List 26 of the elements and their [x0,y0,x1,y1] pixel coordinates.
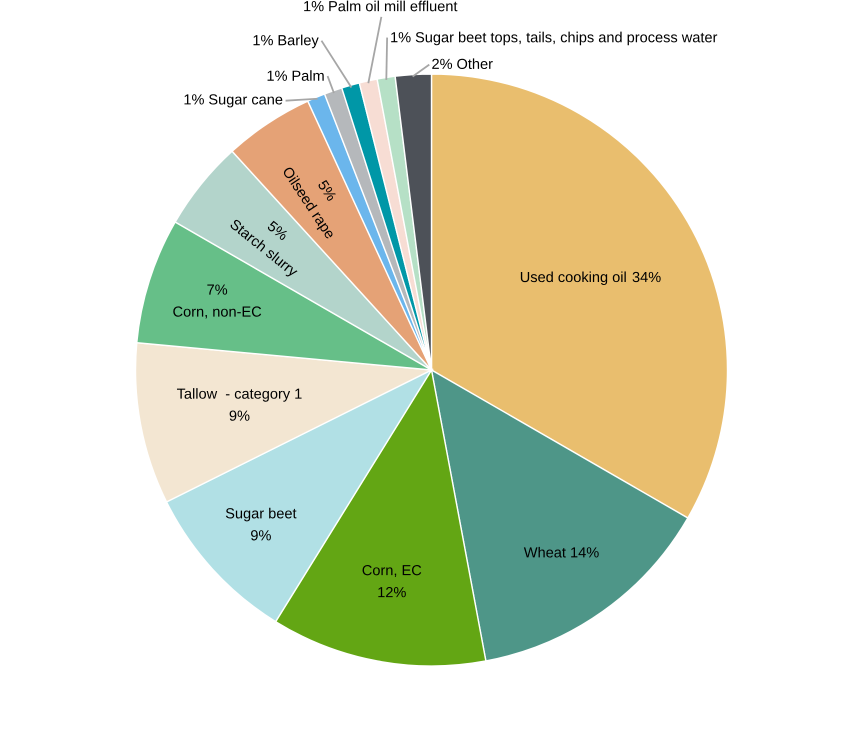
data-label: 1% [304,1,324,12]
data-label: 9% [251,530,271,540]
slice-label: Other [457,58,493,70]
data-label: 5% [266,220,289,241]
slice-label: Barley [278,34,319,48]
data-label: 5% [317,179,338,202]
data-label: 1% [254,35,273,46]
slice-label: Palm oil mill effluent [329,0,458,12]
data-label: 1% [184,94,204,104]
slice-label: Palm [292,70,324,81]
data-label: 2% [432,58,452,69]
data-label: 1% [268,70,287,81]
data-label: 12% [378,586,406,598]
data-label: 9% [230,410,250,421]
slice-label: Sugar cane [209,94,282,108]
slice-label: Corn, non-EC [173,306,262,318]
slice-label: Sugar beet tops, tails, chips and process water [416,32,718,46]
data-label: 1% [391,32,411,42]
slice-label: Wheat [524,546,566,558]
data-label: 7% [207,284,228,295]
data-label: 14% [571,547,599,558]
slice-label: Sugar beet [226,508,296,522]
slice-label: Corn, EC [362,564,422,578]
slice-label: Used cooking oil [520,271,626,286]
data-label: 34% [632,272,661,282]
slice-label: Tallow - category 1 [176,388,302,402]
